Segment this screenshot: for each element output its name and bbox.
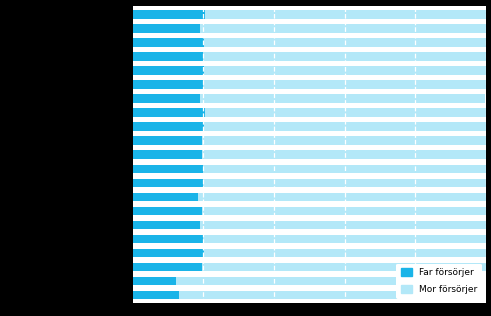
Bar — [205, 108, 486, 117]
Bar — [200, 221, 486, 229]
Bar — [133, 207, 201, 215]
Bar — [133, 66, 204, 75]
Bar — [200, 24, 486, 33]
Bar — [201, 263, 486, 271]
Bar — [133, 263, 201, 271]
Bar — [204, 249, 486, 257]
Bar — [133, 39, 204, 47]
Bar — [133, 221, 200, 229]
Bar — [133, 81, 203, 89]
Bar — [133, 291, 179, 299]
Bar — [198, 192, 486, 201]
Bar — [203, 81, 486, 89]
Bar — [176, 276, 416, 285]
Bar — [201, 207, 486, 215]
Bar — [133, 276, 176, 285]
Bar — [133, 108, 205, 117]
Bar — [204, 39, 486, 47]
Bar — [133, 24, 200, 33]
Bar — [205, 10, 486, 19]
Bar — [133, 234, 203, 243]
Bar — [133, 94, 200, 103]
Bar — [203, 165, 486, 173]
Bar — [204, 123, 486, 131]
Bar — [201, 150, 486, 159]
Bar — [133, 249, 204, 257]
Bar — [133, 123, 204, 131]
Bar — [200, 94, 486, 103]
Bar — [133, 150, 201, 159]
Bar — [133, 165, 203, 173]
Bar — [133, 179, 203, 187]
Bar — [203, 52, 486, 61]
Bar — [133, 192, 198, 201]
Bar — [203, 234, 486, 243]
Bar — [179, 291, 417, 299]
Legend: Far försörjer, Mor försörjer: Far försörjer, Mor försörjer — [396, 264, 482, 299]
Bar — [204, 66, 486, 75]
Bar — [133, 137, 201, 145]
Bar — [201, 137, 486, 145]
Bar — [133, 10, 205, 19]
Bar — [203, 179, 486, 187]
Bar — [133, 52, 203, 61]
